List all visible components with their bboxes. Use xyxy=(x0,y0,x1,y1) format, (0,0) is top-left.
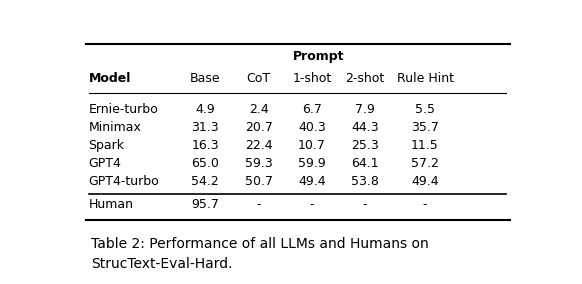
Text: GPT4: GPT4 xyxy=(88,157,122,170)
Text: 25.3: 25.3 xyxy=(351,139,379,152)
Text: 4.9: 4.9 xyxy=(196,103,215,116)
Text: 64.1: 64.1 xyxy=(351,157,379,170)
Text: Rule Hint: Rule Hint xyxy=(396,72,453,85)
Text: 11.5: 11.5 xyxy=(411,139,439,152)
Text: Prompt: Prompt xyxy=(293,50,345,63)
Text: 6.7: 6.7 xyxy=(302,103,322,116)
Text: Spark: Spark xyxy=(88,139,125,152)
Text: 35.7: 35.7 xyxy=(411,121,439,134)
Text: -: - xyxy=(256,198,261,211)
Text: 53.8: 53.8 xyxy=(351,175,379,188)
Text: 95.7: 95.7 xyxy=(191,198,219,211)
Text: -: - xyxy=(363,198,367,211)
Text: CoT: CoT xyxy=(247,72,271,85)
Text: 57.2: 57.2 xyxy=(411,157,439,170)
Text: 10.7: 10.7 xyxy=(298,139,326,152)
Text: 2-shot: 2-shot xyxy=(345,72,385,85)
Text: 16.3: 16.3 xyxy=(191,139,219,152)
Text: 40.3: 40.3 xyxy=(298,121,326,134)
Text: Human: Human xyxy=(88,198,133,211)
Text: -: - xyxy=(423,198,427,211)
Text: 7.9: 7.9 xyxy=(355,103,375,116)
Text: 59.3: 59.3 xyxy=(244,157,272,170)
Text: 65.0: 65.0 xyxy=(191,157,219,170)
Text: 59.9: 59.9 xyxy=(298,157,326,170)
Text: 49.4: 49.4 xyxy=(411,175,439,188)
Text: 1-shot: 1-shot xyxy=(292,72,331,85)
Text: 49.4: 49.4 xyxy=(298,175,325,188)
Text: 44.3: 44.3 xyxy=(351,121,379,134)
Text: 20.7: 20.7 xyxy=(244,121,272,134)
Text: Model: Model xyxy=(88,72,131,85)
Text: 54.2: 54.2 xyxy=(191,175,219,188)
Text: Base: Base xyxy=(190,72,221,85)
Text: 2.4: 2.4 xyxy=(249,103,268,116)
Text: -: - xyxy=(310,198,314,211)
Text: 50.7: 50.7 xyxy=(244,175,272,188)
Text: Ernie-turbo: Ernie-turbo xyxy=(88,103,158,116)
Text: 31.3: 31.3 xyxy=(191,121,219,134)
Text: 22.4: 22.4 xyxy=(245,139,272,152)
Text: Minimax: Minimax xyxy=(88,121,141,134)
Text: GPT4-turbo: GPT4-turbo xyxy=(88,175,159,188)
Text: 5.5: 5.5 xyxy=(415,103,435,116)
Text: Table 2: Performance of all LLMs and Humans on
StrucText-Eval-Hard.: Table 2: Performance of all LLMs and Hum… xyxy=(91,237,428,271)
